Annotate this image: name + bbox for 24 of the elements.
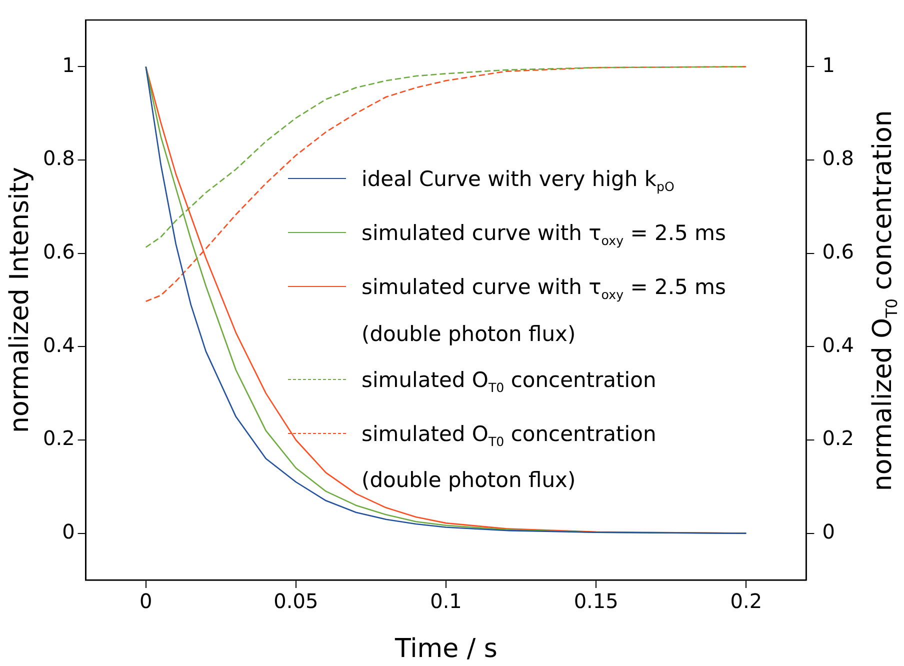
legend-label: simulated O$_{T0}$ concentration — [362, 366, 658, 397]
y-tick-label: 0.6 — [42, 240, 75, 264]
x-tick-label: 0 — [139, 589, 152, 614]
legend-label: simulated curve with τ$_{oxy}$ = 2.5 ms — [362, 220, 727, 250]
y-tick-label: 0.4 — [42, 332, 75, 357]
y2-tick-label: 0.8 — [822, 146, 854, 170]
legend-label: simulated O$_{T0}$ concentration (double photon flux) — [362, 420, 658, 494]
x-tick-label: 0.1 — [430, 589, 462, 614]
y-axis-title: normalized Intensity — [4, 167, 35, 433]
x-tick-label: 0.05 — [274, 589, 318, 614]
y-tick-label: 0.8 — [42, 146, 75, 170]
x-tick-label: 0.2 — [730, 589, 762, 614]
legend-label: ideal Curve with very high k$_{pO}$ — [362, 166, 676, 196]
y2-tick-label: 0.2 — [822, 426, 854, 450]
y2-tick-label: 0 — [822, 520, 835, 544]
y-tick-label: 0.2 — [42, 426, 75, 450]
text: simulated curve with τ$_{oxy}$ = 2.5 ms (double photon flux) — [362, 275, 726, 346]
x-tick-label: 0.15 — [574, 589, 618, 614]
y-tick-label: 1 — [62, 52, 75, 77]
y2-tick-label: 0.6 — [822, 240, 854, 264]
y-tick-label: 0 — [62, 520, 75, 544]
y2-tick-label: 0.4 — [822, 332, 854, 357]
y2-tick-label: 1 — [822, 52, 835, 77]
x-axis-title: Time / s — [395, 634, 498, 664]
